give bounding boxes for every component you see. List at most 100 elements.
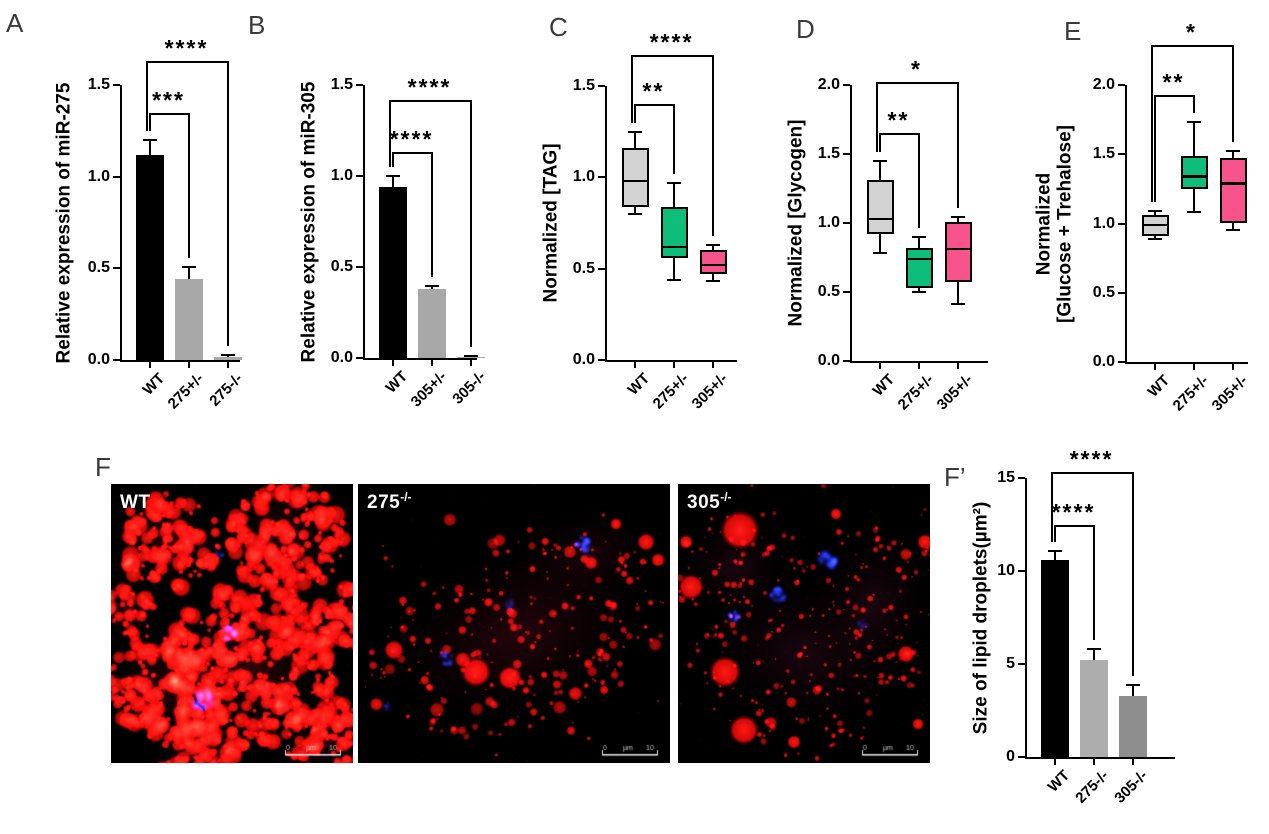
- micrograph-275ko-label: 275-/-: [367, 490, 412, 513]
- significance-drop: [431, 152, 433, 278]
- significance-drop: [634, 104, 636, 123]
- y-tick: [113, 175, 120, 178]
- box-275+/-: [906, 247, 933, 288]
- significance-drop: [470, 99, 472, 347]
- x-tick: [1093, 759, 1095, 765]
- significance-drop: [389, 99, 391, 167]
- y-tick-label: 1.0: [330, 167, 353, 184]
- y-axis: [363, 85, 365, 360]
- x-axis: [605, 360, 737, 362]
- significance-bracket: [389, 99, 472, 102]
- significance-drop: [1132, 472, 1134, 677]
- significance-drop: [957, 82, 959, 209]
- y-tick-label: 1.5: [330, 76, 353, 93]
- median-line: [661, 245, 688, 248]
- significance-label: **: [1162, 68, 1185, 95]
- panel-label-E: E: [1064, 16, 1082, 46]
- significance-bracket: [149, 112, 190, 115]
- chart-E: 0.0 0.5 1.0 1.5 2.0 WT 275+/- 305+/- ** * Normaliz…: [1034, 20, 1251, 414]
- y-tick-label: 1.0: [87, 167, 110, 185]
- whisker-cap-low: [628, 212, 642, 215]
- y-tick: [356, 84, 363, 86]
- micrograph-305ko-label: 305-/-: [687, 490, 732, 513]
- error-bar: [149, 140, 151, 157]
- micrograph-275ko-image: [358, 484, 670, 763]
- significance-drop: [1193, 94, 1195, 114]
- y-tick-label: 10: [997, 562, 1015, 579]
- y-tick-label: 1.0: [572, 168, 595, 186]
- chart-B: 0.0 0.5 1.0 1.5 WT 305+/- 305-/- **** **** Relati…: [298, 75, 489, 410]
- significance-label: ****: [389, 126, 434, 153]
- y-tick: [843, 360, 850, 362]
- x-axis: [1025, 757, 1175, 759]
- significance-label: **: [887, 107, 910, 134]
- whisker-cap-high: [1148, 210, 1162, 213]
- x-axis: [850, 361, 988, 363]
- significance-drop: [1093, 524, 1095, 641]
- panel-label-A: A: [6, 8, 24, 38]
- x-tick: [634, 362, 636, 368]
- significance-label: **: [642, 78, 665, 105]
- significance-bracket: [879, 133, 920, 136]
- y-tick-label: 0.0: [817, 352, 840, 369]
- panel-label-C: C: [549, 12, 568, 42]
- y-tick: [356, 266, 363, 268]
- whisker-cap-low: [873, 252, 887, 255]
- x-tick: [879, 363, 881, 369]
- significance-drop: [146, 61, 148, 131]
- y-tick-label: 0: [1006, 748, 1015, 765]
- y-tick-label: 0.0: [572, 351, 595, 368]
- micrograph-305ko: 305-/-: [678, 484, 930, 763]
- whisker-cap-low: [1226, 229, 1240, 232]
- y-axis-title: Relative expression of miR-305: [298, 81, 320, 362]
- x-tick: [470, 360, 472, 366]
- error-cap: [1048, 550, 1062, 553]
- whisker-cap-low: [1148, 237, 1162, 240]
- bar-275-/-: [214, 357, 242, 360]
- box-305+/-: [700, 250, 727, 275]
- bar-305+/-: [418, 288, 446, 358]
- y-tick-label: 1.0: [817, 214, 840, 231]
- x-tick: [1232, 364, 1234, 370]
- y-axis: [1025, 478, 1027, 759]
- y-tick: [1118, 291, 1125, 294]
- y-axis-title: Normalized [Glucose + Trehalose]: [1033, 124, 1076, 323]
- whisker-cap-low: [951, 303, 965, 306]
- error-bar: [1054, 551, 1056, 562]
- y-tick: [843, 153, 850, 155]
- significance-bracket: [1151, 44, 1234, 47]
- y-tick: [843, 222, 850, 224]
- significance-label: ****: [649, 28, 694, 55]
- x-tick: [392, 360, 394, 366]
- y-axis: [120, 85, 122, 362]
- y-tick-label: 1.5: [572, 77, 595, 94]
- y-tick-label: 1.0: [1092, 214, 1115, 232]
- significance-drop: [673, 104, 675, 174]
- panel-label-F: F: [95, 452, 111, 482]
- whisker-cap-low: [1187, 211, 1201, 214]
- y-tick: [113, 84, 120, 86]
- y-tick-label: 1.5: [87, 76, 110, 93]
- significance-drop: [188, 112, 190, 258]
- y-tick: [1018, 570, 1025, 572]
- y-tick-label: 0.5: [87, 259, 110, 277]
- box-WT: [622, 148, 649, 207]
- median-line: [1142, 223, 1169, 227]
- y-tick-label: 0.5: [817, 283, 840, 300]
- error-cap: [386, 175, 400, 177]
- micrograph-wt-image: [111, 484, 353, 763]
- significance-drop: [1151, 44, 1153, 203]
- y-tick: [1018, 663, 1025, 665]
- panel-label-F-prime: F’: [944, 462, 966, 492]
- significance-drop: [631, 54, 633, 123]
- box-275+/-: [1181, 155, 1208, 189]
- whisker-cap-low: [706, 280, 720, 283]
- y-tick: [1118, 222, 1125, 225]
- median-line: [622, 179, 649, 183]
- significance-label: *: [911, 56, 922, 83]
- y-tick: [598, 267, 605, 270]
- significance-bracket: [1051, 472, 1134, 475]
- chart-A: 0.0 0.5 1.0 1.5 WT 275+/- 275-/- *** **** Relativ…: [53, 37, 246, 413]
- y-axis: [1125, 85, 1127, 364]
